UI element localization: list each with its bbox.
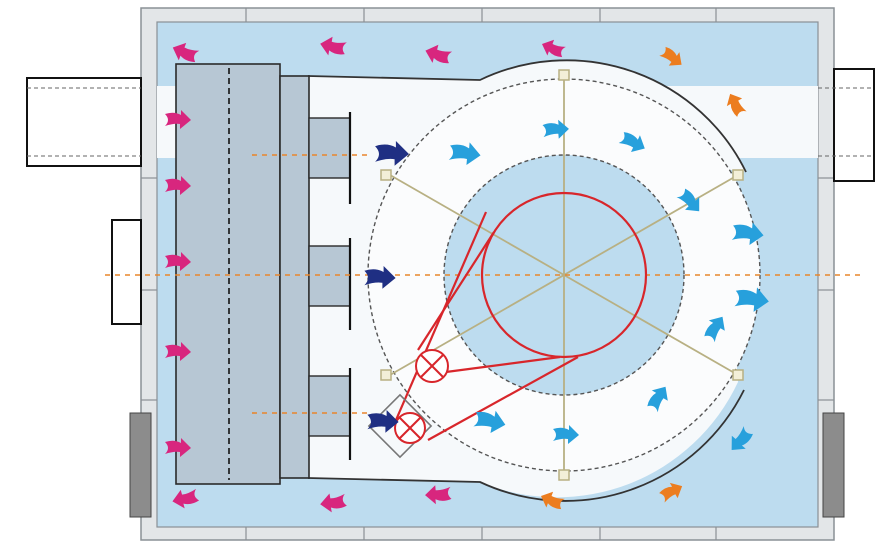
filter-secondary-panel (279, 75, 310, 479)
left-duct (26, 77, 142, 167)
rotor-spokes (389, 75, 739, 475)
center-axis-lines (105, 154, 862, 414)
filter-cartridge-2 (308, 245, 351, 307)
motor-cross-circle-icon (394, 349, 449, 444)
fan-volute-outline-bottom (307, 389, 745, 502)
left-small-panel (111, 219, 142, 325)
spoke-end-caps (380, 69, 744, 481)
wall-segments (141, 8, 834, 540)
belt-drive (394, 191, 648, 441)
filter-main-panel (175, 63, 281, 485)
filter-cartridge-1 (308, 117, 351, 179)
right-duct (818, 68, 875, 182)
filter-cartridge-3 (308, 375, 351, 437)
filter-bank (175, 63, 352, 485)
left-grey-block (129, 412, 152, 518)
drive-pulley (480, 191, 648, 359)
right-grey-block (822, 412, 845, 518)
fan-volute-outline (307, 59, 747, 173)
